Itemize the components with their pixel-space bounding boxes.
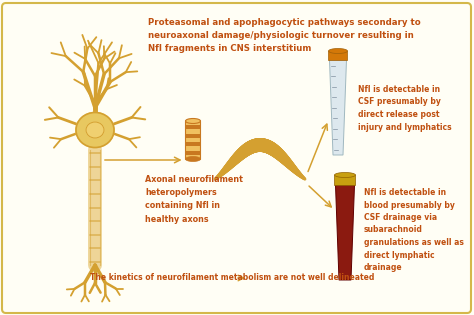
Bar [185, 151, 201, 155]
Bar [185, 121, 201, 125]
Polygon shape [328, 51, 347, 60]
Text: Nfl is detectable in
blood presumably by
CSF drainage via
subarachnoid
granulati: Nfl is detectable in blood presumably by… [364, 188, 464, 272]
Bar [185, 121, 201, 159]
Text: Proteasomal and apophagocytic pathways secondary to
neuroaxonal damage/physiolog: Proteasomal and apophagocytic pathways s… [148, 18, 421, 53]
Ellipse shape [335, 173, 356, 177]
Ellipse shape [86, 122, 104, 138]
Text: Nfl is detectable in
CSF presumably by
direct release post
injury and lymphatics: Nfl is detectable in CSF presumably by d… [358, 85, 452, 131]
Polygon shape [329, 60, 346, 155]
Polygon shape [335, 175, 356, 185]
Ellipse shape [185, 118, 201, 123]
Bar [185, 146, 201, 151]
Text: Axonal neurofilament
heteropolymers
containing Nfl in
healthy axons: Axonal neurofilament heteropolymers cont… [145, 175, 243, 224]
Polygon shape [336, 185, 355, 280]
Bar [185, 138, 201, 142]
Ellipse shape [185, 157, 201, 162]
Bar [185, 155, 201, 159]
Bar [185, 142, 201, 146]
Bar [185, 134, 201, 138]
Text: The kinetics of neurofilament metabolism are not well delineated: The kinetics of neurofilament metabolism… [90, 273, 374, 283]
Ellipse shape [328, 49, 347, 54]
Bar [185, 125, 201, 129]
Ellipse shape [76, 112, 114, 147]
Bar [185, 129, 201, 134]
